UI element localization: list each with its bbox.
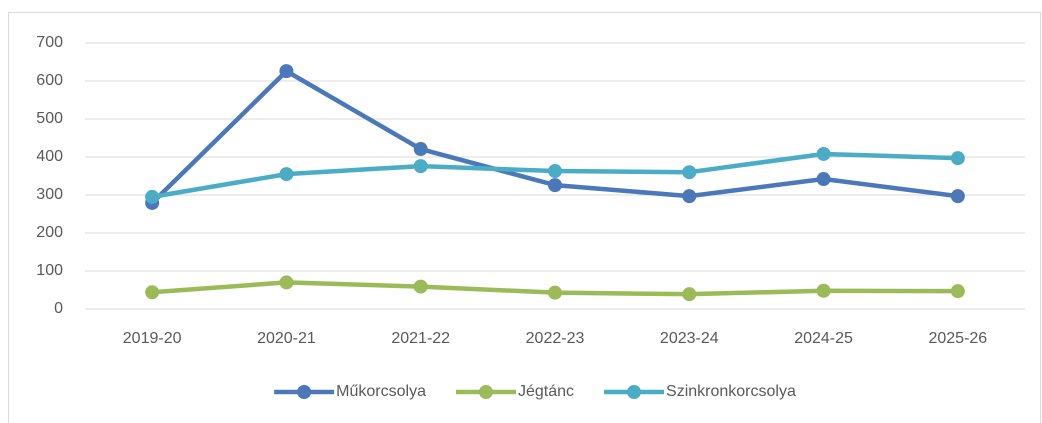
data-point	[950, 189, 965, 204]
data-point	[145, 285, 160, 300]
y-tick-label: 600	[36, 72, 63, 89]
data-point	[279, 64, 294, 79]
data-point	[950, 284, 965, 299]
data-point	[816, 283, 831, 298]
x-tick-label: 2023-24	[660, 330, 719, 347]
legend-marker	[297, 385, 312, 399]
legend-marker	[478, 385, 493, 399]
x-tick-label: 2020-21	[257, 330, 316, 347]
x-tick-label: 2024-25	[794, 330, 853, 347]
x-tick-label: 2021-22	[391, 330, 450, 347]
data-point	[682, 165, 697, 180]
y-tick-label: 400	[36, 148, 63, 165]
data-point	[145, 189, 160, 204]
y-tick-label: 0	[54, 300, 63, 317]
data-point	[413, 142, 428, 157]
data-point	[548, 178, 562, 193]
legend-label: Jégtánc	[518, 383, 574, 400]
data-point	[682, 287, 697, 302]
data-point	[682, 189, 697, 204]
y-tick-label: 500	[36, 110, 63, 127]
data-point	[816, 172, 831, 187]
data-point	[816, 146, 831, 161]
y-tick-label: 300	[36, 186, 63, 203]
data-point	[950, 151, 965, 166]
x-tick-label: 2025-26	[928, 330, 987, 347]
data-point	[413, 159, 428, 174]
chart-border	[8, 12, 1041, 423]
x-tick-label: 2022-23	[526, 330, 585, 347]
legend-label: Műkorcsolya	[336, 383, 426, 400]
data-point	[413, 279, 428, 294]
x-tick-label: 2019-20	[123, 330, 182, 347]
y-tick-label: 100	[36, 262, 63, 279]
y-tick-label: 200	[36, 224, 63, 241]
legend-label: Szinkronkorcsolya	[666, 383, 796, 400]
data-point	[548, 164, 562, 179]
data-point	[279, 167, 294, 182]
data-point	[279, 275, 294, 290]
legend-marker	[627, 385, 642, 399]
data-point	[548, 285, 562, 300]
y-tick-label: 700	[36, 34, 63, 51]
